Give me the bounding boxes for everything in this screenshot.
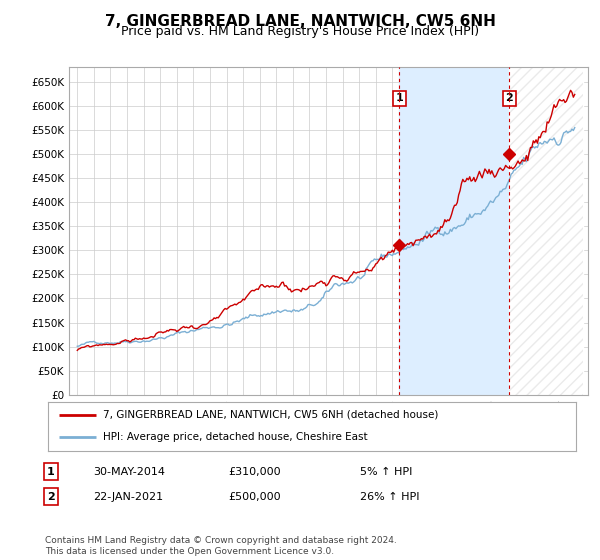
Text: £310,000: £310,000 — [228, 466, 281, 477]
Text: 2: 2 — [47, 492, 55, 502]
Text: Contains HM Land Registry data © Crown copyright and database right 2024.
This d: Contains HM Land Registry data © Crown c… — [45, 536, 397, 556]
Bar — [400, 67, 509, 395]
Text: Price paid vs. HM Land Registry's House Price Index (HPI): Price paid vs. HM Land Registry's House … — [121, 25, 479, 38]
Text: 1: 1 — [395, 94, 403, 104]
Text: 26% ↑ HPI: 26% ↑ HPI — [360, 492, 419, 502]
Text: 7, GINGERBREAD LANE, NANTWICH, CW5 6NH: 7, GINGERBREAD LANE, NANTWICH, CW5 6NH — [104, 14, 496, 29]
Text: 22-JAN-2021: 22-JAN-2021 — [93, 492, 163, 502]
Text: 7, GINGERBREAD LANE, NANTWICH, CW5 6NH (detached house): 7, GINGERBREAD LANE, NANTWICH, CW5 6NH (… — [103, 410, 439, 420]
Text: 5% ↑ HPI: 5% ↑ HPI — [360, 466, 412, 477]
Text: £500,000: £500,000 — [228, 492, 281, 502]
Text: HPI: Average price, detached house, Cheshire East: HPI: Average price, detached house, Ches… — [103, 432, 368, 442]
Bar — [509, 67, 583, 395]
Text: 30-MAY-2014: 30-MAY-2014 — [93, 466, 165, 477]
Text: 1: 1 — [47, 466, 55, 477]
Bar — [509, 67, 583, 395]
Text: 2: 2 — [506, 94, 513, 104]
